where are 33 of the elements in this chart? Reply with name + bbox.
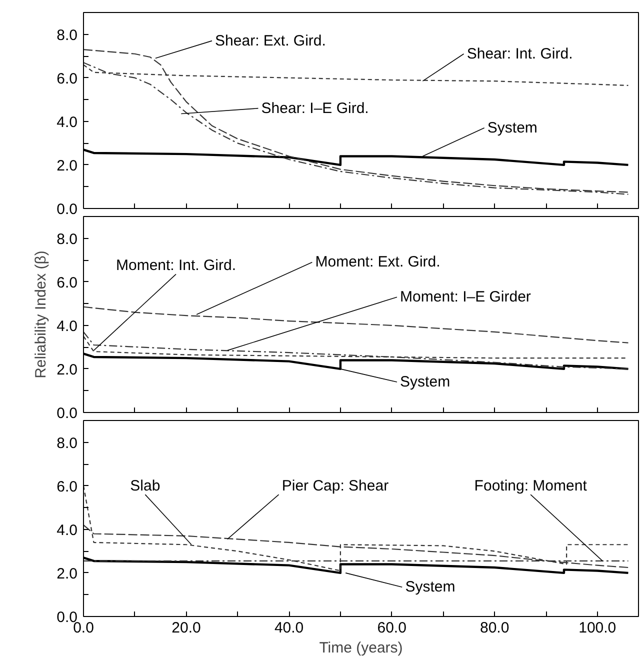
annotation: Shear: Int. Gird. — [466, 45, 573, 62]
annotation: Moment: I–E Girder — [400, 288, 531, 306]
y-tick-label: 4.0 — [56, 318, 78, 335]
y-tick-label: 6.0 — [56, 70, 78, 88]
y-tick-label: 4.0 — [56, 522, 78, 539]
y-tick-label: 2.0 — [56, 361, 78, 378]
y-tick-label: 8.0 — [56, 26, 78, 44]
y-tick-label: 2.0 — [56, 157, 78, 174]
y-tick-label: 8.0 — [56, 434, 78, 452]
x-tick-label: 60.0 — [377, 620, 406, 636]
annotation: Moment: Ext. Gird. — [315, 254, 440, 271]
y-tick-label: 6.0 — [56, 478, 78, 496]
x-tick-label: 100.0 — [578, 620, 616, 636]
annotation: System — [405, 578, 456, 596]
y-tick-label: 0.0 — [56, 201, 78, 218]
annotation: Slab — [130, 478, 160, 495]
y-axis-title: Reliability Index (β) — [32, 250, 50, 378]
annotation: Shear: Ext. Gird. — [215, 32, 326, 50]
y-tick-label: 6.0 — [56, 274, 78, 292]
annotation: System — [487, 119, 538, 136]
annotation: System — [400, 374, 450, 391]
x-tick-label: 20.0 — [172, 620, 201, 636]
annotation: Pier Cap: Shear — [282, 478, 389, 495]
x-tick-label: 40.0 — [274, 620, 304, 636]
y-tick-label: 8.0 — [56, 230, 78, 248]
y-tick-label: 2.0 — [56, 565, 78, 582]
annotation: Shear: I–E Gird. — [261, 100, 369, 117]
x-axis-title: Time (years) — [319, 640, 403, 656]
annotation: Footing: Moment — [474, 478, 588, 495]
y-tick-label: 4.0 — [56, 114, 78, 131]
y-tick-label: 0.0 — [56, 405, 78, 422]
annotation: Moment: Int. Gird. — [116, 257, 236, 274]
x-tick-label: 80.0 — [480, 620, 510, 636]
